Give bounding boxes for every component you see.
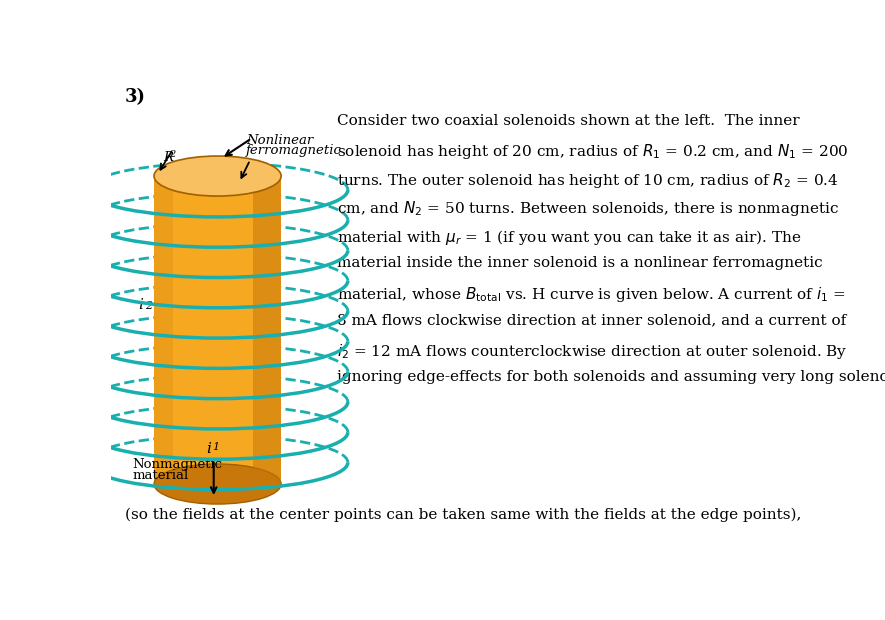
Text: 3): 3) bbox=[125, 88, 145, 106]
Polygon shape bbox=[154, 176, 173, 484]
Polygon shape bbox=[252, 176, 281, 484]
Text: Nonlinear: Nonlinear bbox=[246, 134, 313, 147]
Ellipse shape bbox=[154, 464, 281, 504]
Text: i: i bbox=[206, 443, 211, 456]
Text: material: material bbox=[133, 469, 189, 482]
Text: 1: 1 bbox=[212, 443, 219, 453]
Text: 8 mA flows clockwise direction at inner solenoid, and a current of: 8 mA flows clockwise direction at inner … bbox=[337, 313, 846, 327]
Text: (so the fields at the center points can be taken same with the fields at the edg: (so the fields at the center points can … bbox=[125, 508, 801, 522]
Text: i: i bbox=[139, 298, 143, 312]
Text: ferromagnetic: ferromagnetic bbox=[246, 144, 342, 157]
Text: solenoid has height of 20 cm, radius of $R_1$ = 0.2 cm, and $N_1$ = 200: solenoid has height of 20 cm, radius of … bbox=[337, 142, 849, 161]
Text: 2: 2 bbox=[170, 150, 176, 159]
Text: material, whose $B_{\rm total}$ vs. H curve is given below. A current of $i_1$ =: material, whose $B_{\rm total}$ vs. H cu… bbox=[337, 285, 846, 304]
Text: ignoring edge-effects for both solenoids and assuming very long solenoids: ignoring edge-effects for both solenoids… bbox=[337, 370, 885, 384]
Text: 2: 2 bbox=[145, 301, 152, 311]
Text: R: R bbox=[164, 151, 173, 164]
Text: cm, and $N_2$ = 50 turns. Between solenoids, there is nonmagnetic: cm, and $N_2$ = 50 turns. Between soleno… bbox=[337, 199, 839, 218]
Text: $i_2$ = 12 mA flows counterclockwise direction at outer solenoid. By: $i_2$ = 12 mA flows counterclockwise dir… bbox=[337, 342, 848, 361]
Text: R: R bbox=[249, 161, 258, 174]
Text: material with $\mu_r$ = 1 (if you want you can take it as air). The: material with $\mu_r$ = 1 (if you want y… bbox=[337, 228, 802, 247]
Text: material inside the inner solenoid is a nonlinear ferromagnetic: material inside the inner solenoid is a … bbox=[337, 256, 822, 270]
Text: 1: 1 bbox=[255, 160, 261, 169]
Text: Nonmagnetic: Nonmagnetic bbox=[133, 458, 222, 471]
Ellipse shape bbox=[154, 156, 281, 196]
Text: turns. The outer solenoid has height of 10 cm, radius of $R_2$ = 0.4: turns. The outer solenoid has height of … bbox=[337, 170, 839, 190]
Polygon shape bbox=[154, 176, 281, 484]
Text: Consider two coaxial solenoids shown at the left.  The inner: Consider two coaxial solenoids shown at … bbox=[337, 113, 799, 128]
